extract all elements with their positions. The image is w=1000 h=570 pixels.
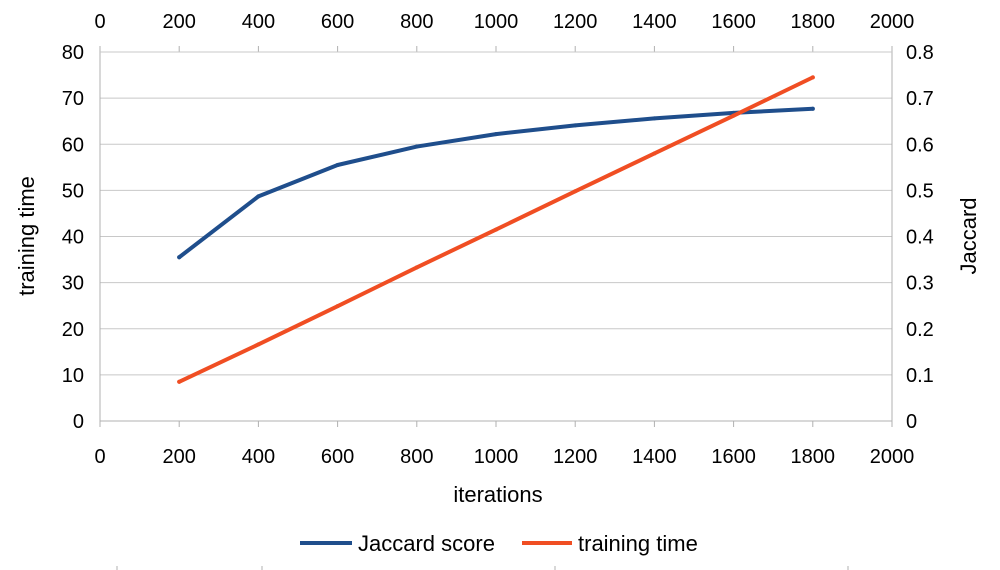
series-line-jaccard-score (177, 106, 815, 260)
series-layer (177, 75, 815, 384)
right-y-tick-label: 0.1 (906, 365, 934, 387)
x-tick-label-top: 600 (321, 11, 354, 33)
x-tick-label-top: 0 (94, 11, 105, 33)
left-y-tick-label: 0 (73, 411, 84, 433)
data-point-training-time (652, 151, 657, 156)
x-tick-label-bottom: 600 (321, 446, 354, 468)
right-y-tick-label: 0.2 (906, 319, 934, 341)
data-point-jaccard-score (335, 163, 340, 168)
left-y-axis-title: training time (14, 176, 39, 296)
x-tick-label-top: 800 (400, 11, 433, 33)
x-tick-label-bottom: 200 (163, 446, 196, 468)
left-y-tick-label: 10 (62, 365, 84, 387)
right-y-tick-label: 0.6 (906, 134, 934, 156)
right-y-tick-label: 0 (906, 411, 917, 433)
left-y-tick-label: 20 (62, 319, 84, 341)
x-tick-label-top: 2000 (870, 11, 915, 33)
data-point-jaccard-score (573, 123, 578, 128)
x-tick-label-bottom: 2000 (870, 446, 915, 468)
x-tick-label-top: 400 (242, 11, 275, 33)
x-tick-label-top: 1200 (553, 11, 598, 33)
x-axis-title: iterations (453, 482, 542, 507)
data-point-jaccard-score (494, 132, 498, 137)
left-y-tick-label: 80 (62, 42, 84, 64)
x-tick-label-top: 200 (163, 11, 196, 33)
x-tick-label-top: 1800 (791, 11, 836, 33)
frame-tick-marks (116, 566, 849, 570)
data-point-training-time (414, 265, 419, 270)
data-point-jaccard-score (177, 255, 182, 260)
x-tick-label-bottom: 1000 (474, 446, 519, 468)
right-y-tick-label: 0.4 (906, 227, 934, 249)
right-y-axis-title: Jaccard (956, 197, 981, 274)
data-point-training-time (177, 379, 182, 384)
x-tick-label-top: 1600 (711, 11, 756, 33)
legend-label-jaccard: Jaccard score (358, 531, 495, 556)
x-tick-label-bottom: 1400 (632, 446, 677, 468)
axes (99, 46, 893, 427)
right-y-tick-label: 0.8 (906, 42, 934, 64)
left-y-tick-label: 70 (62, 88, 84, 110)
data-point-jaccard-score (810, 106, 815, 111)
left-y-tick-label: 60 (62, 134, 84, 156)
x-tick-label-bottom: 1200 (553, 446, 598, 468)
left-y-tick-label: 50 (62, 180, 84, 202)
data-point-training-time (573, 189, 578, 194)
data-point-jaccard-score (652, 116, 657, 121)
x-tick-label-bottom: 1600 (711, 446, 756, 468)
right-y-tick-label: 0.5 (906, 180, 934, 202)
x-tick-label-top: 1400 (632, 11, 677, 33)
legend-label-training-time: training time (578, 531, 698, 556)
grid-lines (100, 51, 892, 422)
x-tick-label-bottom: 800 (400, 446, 433, 468)
left-y-tick-label: 30 (62, 273, 84, 295)
data-point-jaccard-score (256, 194, 261, 199)
x-tick-label-bottom: 1800 (791, 446, 836, 468)
data-point-jaccard-score (414, 144, 419, 149)
data-point-training-time (335, 304, 340, 309)
tick-labels: 0020020040040060060080080010001000120012… (62, 11, 934, 468)
legend: Jaccard score training time (300, 531, 698, 556)
x-tick-label-bottom: 400 (242, 446, 275, 468)
right-y-tick-label: 0.7 (906, 88, 934, 110)
data-point-training-time (494, 227, 498, 232)
right-y-tick-label: 0.3 (906, 273, 934, 295)
x-tick-label-bottom: 0 (94, 446, 105, 468)
data-point-training-time (810, 75, 815, 80)
x-tick-label-top: 1000 (474, 11, 519, 33)
data-point-training-time (731, 113, 736, 118)
data-point-training-time (256, 342, 261, 347)
left-y-tick-label: 40 (62, 227, 84, 249)
